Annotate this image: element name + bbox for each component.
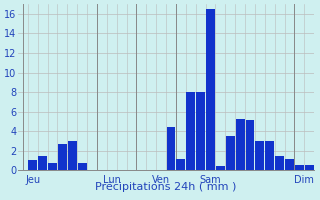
X-axis label: Précipitations 24h ( mm ): Précipitations 24h ( mm ) bbox=[95, 181, 237, 192]
Bar bbox=[176, 159, 185, 170]
Bar bbox=[206, 9, 215, 170]
Text: Dim: Dim bbox=[294, 175, 314, 185]
Text: Sam: Sam bbox=[200, 175, 221, 185]
Bar bbox=[38, 156, 47, 170]
Bar bbox=[285, 159, 294, 170]
Bar bbox=[255, 141, 264, 170]
Bar bbox=[196, 92, 205, 170]
Text: Ven: Ven bbox=[152, 175, 170, 185]
Bar bbox=[265, 141, 274, 170]
Bar bbox=[48, 163, 57, 170]
Bar bbox=[186, 92, 195, 170]
Bar bbox=[216, 166, 225, 170]
Bar bbox=[68, 141, 77, 170]
Bar bbox=[295, 165, 304, 170]
Bar bbox=[28, 160, 37, 170]
Bar bbox=[305, 165, 314, 170]
Bar bbox=[166, 127, 175, 170]
Bar bbox=[226, 136, 235, 170]
Bar bbox=[275, 156, 284, 170]
Bar bbox=[236, 119, 244, 170]
Bar bbox=[78, 163, 86, 170]
Bar bbox=[58, 144, 67, 170]
Text: Lun: Lun bbox=[103, 175, 121, 185]
Text: Jeu: Jeu bbox=[25, 175, 40, 185]
Bar bbox=[245, 120, 254, 170]
